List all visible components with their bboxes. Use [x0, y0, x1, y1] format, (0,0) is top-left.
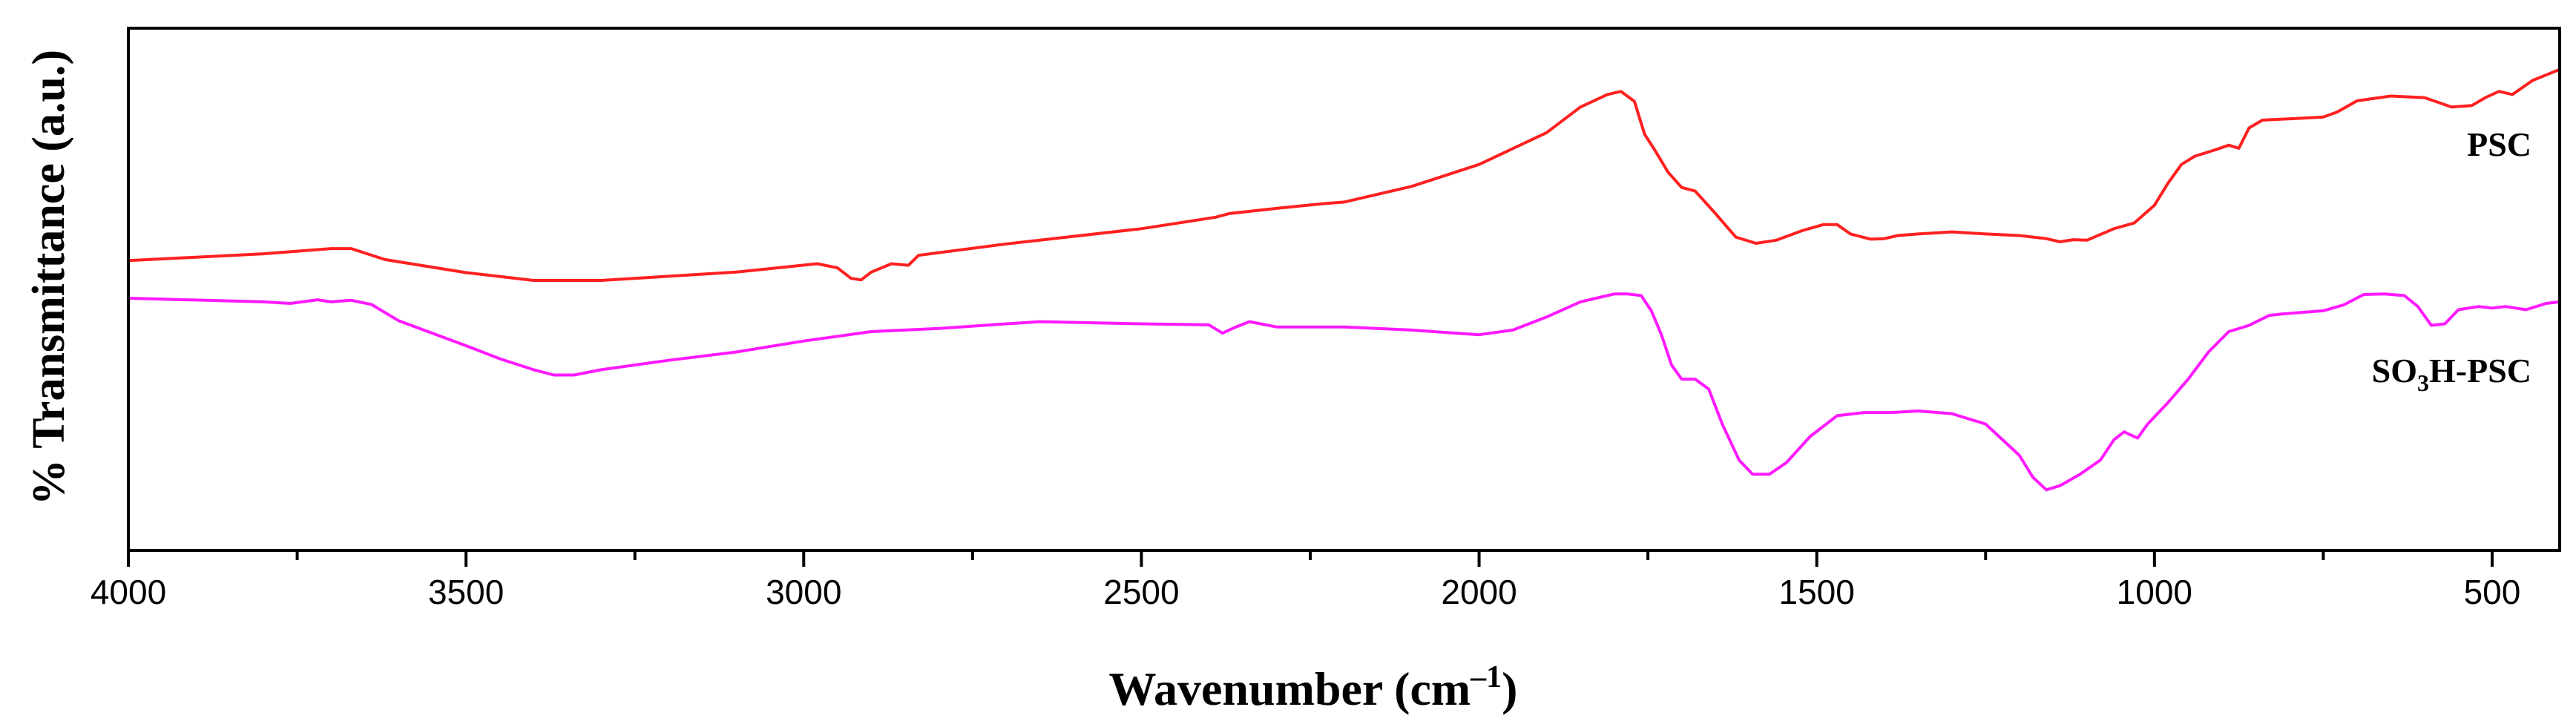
x-tick-label: 3000 [766, 573, 841, 611]
y-axis-label-text: % Transmittance (a.u.) [24, 50, 74, 505]
series-label-psc: PSC [2467, 125, 2531, 163]
x-tick-label: 1500 [1779, 573, 1855, 611]
series-labels: PSC SO3H-PSC [2372, 125, 2531, 396]
series-label-main: PSC [2467, 125, 2531, 163]
x-tick-label: 500 [2464, 573, 2521, 611]
series-label-main: SO [2372, 352, 2417, 389]
x-axis-label-end: ) [1502, 662, 1517, 715]
plot-area [127, 68, 2561, 492]
y-axis-label: % Transmittance (a.u.) [24, 50, 74, 505]
series-label-subscript: 3 [2417, 369, 2429, 396]
x-axis-label-superscript: –1 [1470, 660, 1502, 694]
x-tick-label: 2500 [1103, 573, 1179, 611]
x-tick-label: 2000 [1441, 573, 1517, 611]
plot-frame [127, 27, 2561, 552]
x-tick-label: 1000 [2117, 573, 2192, 611]
series-label-tail: H-PSC [2429, 352, 2531, 389]
series-line-so3h-psc [127, 292, 2561, 492]
x-tick-label: 3500 [428, 573, 504, 611]
x-tick-label: 4000 [91, 573, 166, 611]
x-axis-label: Wavenumber (cm–1) [1109, 660, 1518, 715]
series-line-psc [127, 68, 2561, 282]
series-label-so3h-psc: SO3H-PSC [2372, 352, 2531, 396]
x-axis-label-main: Wavenumber (cm [1109, 662, 1471, 715]
x-axis-ticks: 4000 3500 3000 2500 2000 1500 1000 500 [91, 550, 2521, 611]
